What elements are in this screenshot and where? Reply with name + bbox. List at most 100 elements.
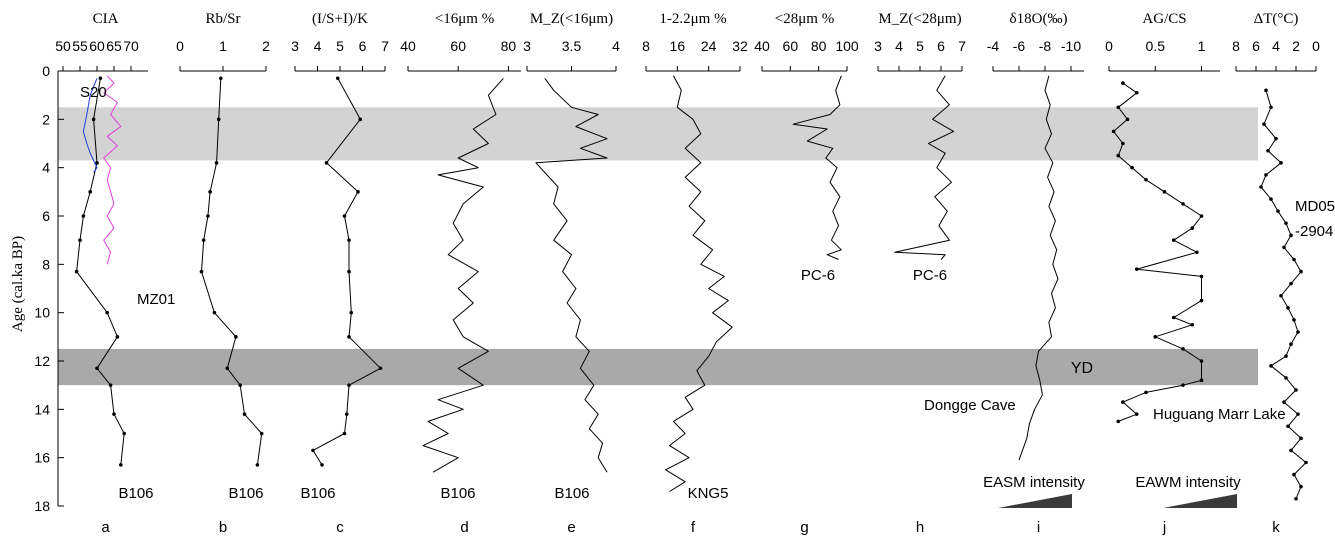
panel-letter: i [1037, 519, 1040, 536]
series-point [1125, 117, 1130, 122]
panel-letter: d [460, 519, 468, 536]
series-point [1284, 376, 1288, 380]
panel-annotation: S20 [80, 84, 107, 101]
panel-tick-label: 60 [783, 38, 799, 54]
series-point [349, 310, 354, 315]
series-point [1195, 250, 1199, 255]
panel-letter: a [101, 519, 110, 536]
panel-tick-label: 1 [219, 38, 227, 54]
panel-tick-label: 3.5 [562, 38, 582, 54]
series-point [1296, 330, 1300, 334]
series-point [1134, 90, 1139, 95]
series-point [1116, 419, 1121, 424]
series-point [255, 463, 260, 467]
series-point [212, 310, 217, 315]
series-b-0 [201, 78, 263, 465]
series-point [1121, 141, 1125, 146]
series-point [225, 366, 230, 371]
series-point [1181, 347, 1185, 351]
panel-g: <28μm % 40 60 80 100 PC-6 g [754, 11, 859, 536]
panel-tick-label: 3 [874, 38, 882, 54]
series-point [311, 448, 315, 453]
series-point [1279, 293, 1283, 298]
panel-annotation: KNG5 [688, 485, 729, 502]
panel-tick-label: 7 [958, 38, 966, 54]
series-point [1171, 315, 1176, 320]
series-point [1269, 364, 1273, 368]
series-point [98, 76, 103, 81]
panel-tick-label: 3 [523, 38, 531, 54]
panel-annotation: PC-6 [801, 267, 835, 284]
panel-title: <28μm % [775, 11, 834, 27]
series-point [1259, 185, 1263, 189]
series-point [259, 431, 264, 436]
panel-tick-label: 2 [262, 38, 270, 54]
panel-tick-label: 6 [937, 38, 945, 54]
panel-letter: h [916, 519, 924, 536]
series-point [1199, 274, 1204, 279]
intensity-wedge [998, 494, 1072, 508]
series-point [208, 190, 212, 194]
highlight-bands: YD [58, 107, 1258, 386]
panel-tick-label: 4 [895, 38, 903, 54]
series-point [378, 366, 383, 371]
age-tick-label: 12 [34, 353, 50, 369]
panel-tick-label: 40 [400, 38, 416, 54]
age-axis: Age (cal.ka BP) 0 2 4 6 8 10 12 14 16 18 [10, 63, 64, 514]
series-point [105, 310, 109, 315]
series-g-0 [792, 75, 842, 260]
series-point [1299, 269, 1303, 274]
series-point [342, 214, 347, 218]
panel-tick-label: 4 [612, 38, 620, 54]
series-point [342, 431, 347, 436]
series-point [112, 412, 116, 416]
panel-tick-label: 70 [123, 38, 139, 54]
series-point [1144, 390, 1148, 395]
series-point [214, 161, 219, 165]
panel-tick-label: 1 [1198, 38, 1206, 54]
panel-letter: k [1272, 519, 1280, 536]
panel-annotation: -2904 [1295, 223, 1333, 240]
series-point [1299, 484, 1303, 489]
series-point [1282, 400, 1286, 404]
panel-tick-label: 2 [1292, 38, 1300, 54]
series-point [219, 76, 223, 81]
panel-title: Rb/Sr [205, 11, 240, 27]
series-point [1262, 122, 1266, 126]
series-point [324, 161, 329, 165]
panel-title: 1-2.2μm % [659, 11, 726, 27]
panel-title: ΔT(°C) [1254, 11, 1299, 27]
series-point [1116, 105, 1121, 110]
series-point [119, 463, 123, 467]
panel-tick-label: 65 [106, 38, 122, 54]
series-point [1266, 148, 1270, 153]
panel-tick-label: 100 [835, 38, 859, 54]
series-point [91, 117, 96, 122]
series-point [115, 335, 120, 339]
series-point [1292, 472, 1296, 477]
series-point [1116, 153, 1121, 158]
panel-tick-label: 50 [55, 38, 71, 54]
panel-tick-label: 80 [501, 38, 517, 54]
panel-title: M_Z(<16μm) [530, 11, 613, 27]
series-point [216, 117, 221, 122]
series-point [1289, 233, 1293, 238]
series-point [1199, 378, 1204, 383]
age-tick-label: 0 [42, 63, 50, 79]
panel-title: AG/CS [1142, 11, 1186, 27]
panel-annotation: PC-6 [913, 267, 947, 284]
series-point [347, 383, 351, 387]
series-point [1134, 412, 1139, 416]
series-point [1111, 129, 1116, 134]
panel-k: ΔT(°C) 8 6 4 2 0 MD05 -2904 k [1232, 11, 1335, 536]
series-point [95, 161, 99, 165]
panel-tick-label: -8 [1039, 38, 1052, 54]
band-1 [58, 348, 1258, 386]
age-tick-label: 14 [34, 401, 50, 417]
series-point [1181, 383, 1185, 387]
panel-annotation: B106 [118, 485, 153, 502]
series-point [1134, 267, 1139, 271]
